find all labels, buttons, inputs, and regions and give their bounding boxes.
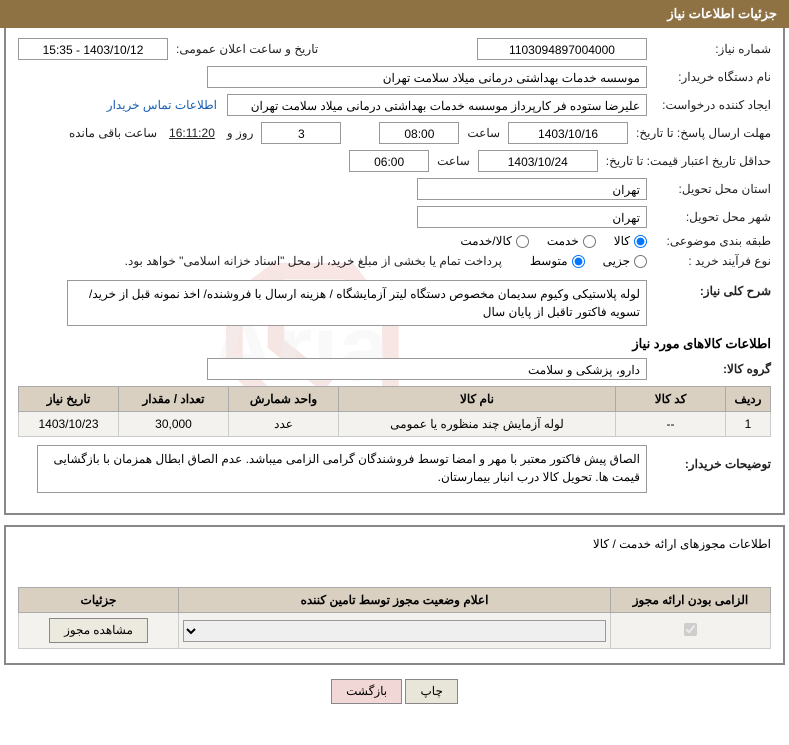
permits-table: الزامی بودن ارائه مجوز اعلام وضعیت مجوز … <box>18 587 771 649</box>
page-title: جزئیات اطلاعات نیاز <box>667 6 777 21</box>
radio-both-input[interactable] <box>516 235 529 248</box>
group-field: دارو، پزشکی و سلامت <box>207 358 647 380</box>
category-label: طبقه بندی موضوعی: <box>651 234 771 248</box>
radio-both[interactable]: کالا/خدمت <box>460 234 528 248</box>
th-row: ردیف <box>726 387 771 412</box>
print-button[interactable]: چاپ <box>405 679 457 704</box>
category-radio-group: کالا خدمت کالا/خدمت <box>460 234 647 248</box>
status-select[interactable] <box>183 620 606 642</box>
th-qty: تعداد / مقدار <box>119 387 229 412</box>
mandatory-checkbox <box>684 623 697 636</box>
cell-code: -- <box>616 412 726 437</box>
back-button[interactable]: بازگشت <box>331 679 402 704</box>
validity-time-field: 06:00 <box>349 150 429 172</box>
buyer-field: موسسه خدمات بهداشتی درمانی میلاد سلامت ت… <box>207 66 647 88</box>
main-panel: شماره نیاز: 1103094897004000 تاریخ و ساع… <box>4 28 785 515</box>
permits-panel: اطلاعات مجوزهای ارائه خدمت / کالا الزامی… <box>4 525 785 665</box>
radio-low[interactable]: جزیی <box>603 254 647 268</box>
desc-box: لوله پلاستیکی وکیوم سدیمان مخصوص دستگاه … <box>67 280 647 326</box>
th-mandatory: الزامی بودن ارائه مجوز <box>611 588 771 613</box>
radio-mid-input[interactable] <box>572 255 585 268</box>
at-label-1: ساعت <box>463 126 504 140</box>
purchase-type-label: نوع فرآیند خرید : <box>651 254 771 268</box>
city-label: شهر محل تحویل: <box>651 210 771 224</box>
radio-service[interactable]: خدمت <box>547 234 596 248</box>
items-title: اطلاعات کالاهای مورد نیاز <box>18 336 771 352</box>
need-number-label: شماره نیاز: <box>651 42 771 56</box>
deadline-date-field: 1403/10/16 <box>508 122 628 144</box>
table-row: 1 -- لوله آزمایش چند منظوره یا عمومی عدد… <box>19 412 771 437</box>
desc-label: شرح کلی نیاز: <box>651 280 771 298</box>
page-header: جزئیات اطلاعات نیاز <box>0 0 789 28</box>
radio-low-input[interactable] <box>634 255 647 268</box>
cell-name: لوله آزمایش چند منظوره یا عمومی <box>339 412 616 437</box>
details-cell: مشاهده مجوز <box>19 613 179 649</box>
radio-mid[interactable]: متوسط <box>530 254 585 268</box>
validity-date-field: 1403/10/24 <box>478 150 598 172</box>
mandatory-cell <box>611 613 771 649</box>
countdown-suffix: ساعت باقی مانده <box>65 126 161 140</box>
cell-qty: 30,000 <box>119 412 229 437</box>
city-field: تهران <box>417 206 647 228</box>
cell-date: 1403/10/23 <box>19 412 119 437</box>
requester-label: ایجاد کننده درخواست: <box>651 98 771 112</box>
status-cell <box>179 613 611 649</box>
countdown: 16:11:20 <box>165 126 219 140</box>
notes-label: توضیحات خریدار: <box>651 445 771 471</box>
notes-box: الصاق پیش فاکتور معتبر با مهر و امضا توس… <box>37 445 647 493</box>
radio-goods-input[interactable] <box>634 235 647 248</box>
days-field: 3 <box>261 122 341 144</box>
th-name: نام کالا <box>339 387 616 412</box>
th-unit: واحد شمارش <box>229 387 339 412</box>
deadline-time-field: 08:00 <box>379 122 459 144</box>
cell-row: 1 <box>726 412 771 437</box>
announce-label: تاریخ و ساعت اعلان عمومی: <box>172 42 318 56</box>
purchase-note: پرداخت تمام یا بخشی از مبلغ خرید، از محل… <box>121 254 506 268</box>
th-code: کد کالا <box>616 387 726 412</box>
items-table: ردیف کد کالا نام کالا واحد شمارش تعداد /… <box>18 386 771 437</box>
radio-goods[interactable]: کالا <box>614 234 647 248</box>
province-field: تهران <box>417 178 647 200</box>
validity-label: حداقل تاریخ اعتبار قیمت: تا تاریخ: <box>602 154 771 168</box>
footer-buttons: چاپ بازگشت <box>0 679 789 704</box>
th-details: جزئیات <box>19 588 179 613</box>
th-date: تاریخ نیاز <box>19 387 119 412</box>
need-number-field: 1103094897004000 <box>477 38 647 60</box>
deadline-label: مهلت ارسال پاسخ: تا تاریخ: <box>632 126 771 140</box>
buyer-label: نام دستگاه خریدار: <box>651 70 771 84</box>
at-label-2: ساعت <box>433 154 474 168</box>
purchase-type-radio-group: جزیی متوسط <box>530 254 647 268</box>
days-and-label: روز و <box>223 126 258 140</box>
th-status: اعلام وضعیت مجوز توسط تامین کننده <box>179 588 611 613</box>
announce-field: 1403/10/12 - 15:35 <box>18 38 168 60</box>
permit-row: مشاهده مجوز <box>19 613 771 649</box>
group-label: گروه کالا: <box>651 362 771 376</box>
radio-service-input[interactable] <box>583 235 596 248</box>
permits-title: اطلاعات مجوزهای ارائه خدمت / کالا <box>18 537 771 551</box>
buyer-contact-link[interactable]: اطلاعات تماس خریدار <box>107 98 217 112</box>
view-permit-button[interactable]: مشاهده مجوز <box>49 618 148 643</box>
requester-field: علیرضا ستوده فر کارپرداز موسسه خدمات بهد… <box>227 94 647 116</box>
province-label: استان محل تحویل: <box>651 182 771 196</box>
cell-unit: عدد <box>229 412 339 437</box>
